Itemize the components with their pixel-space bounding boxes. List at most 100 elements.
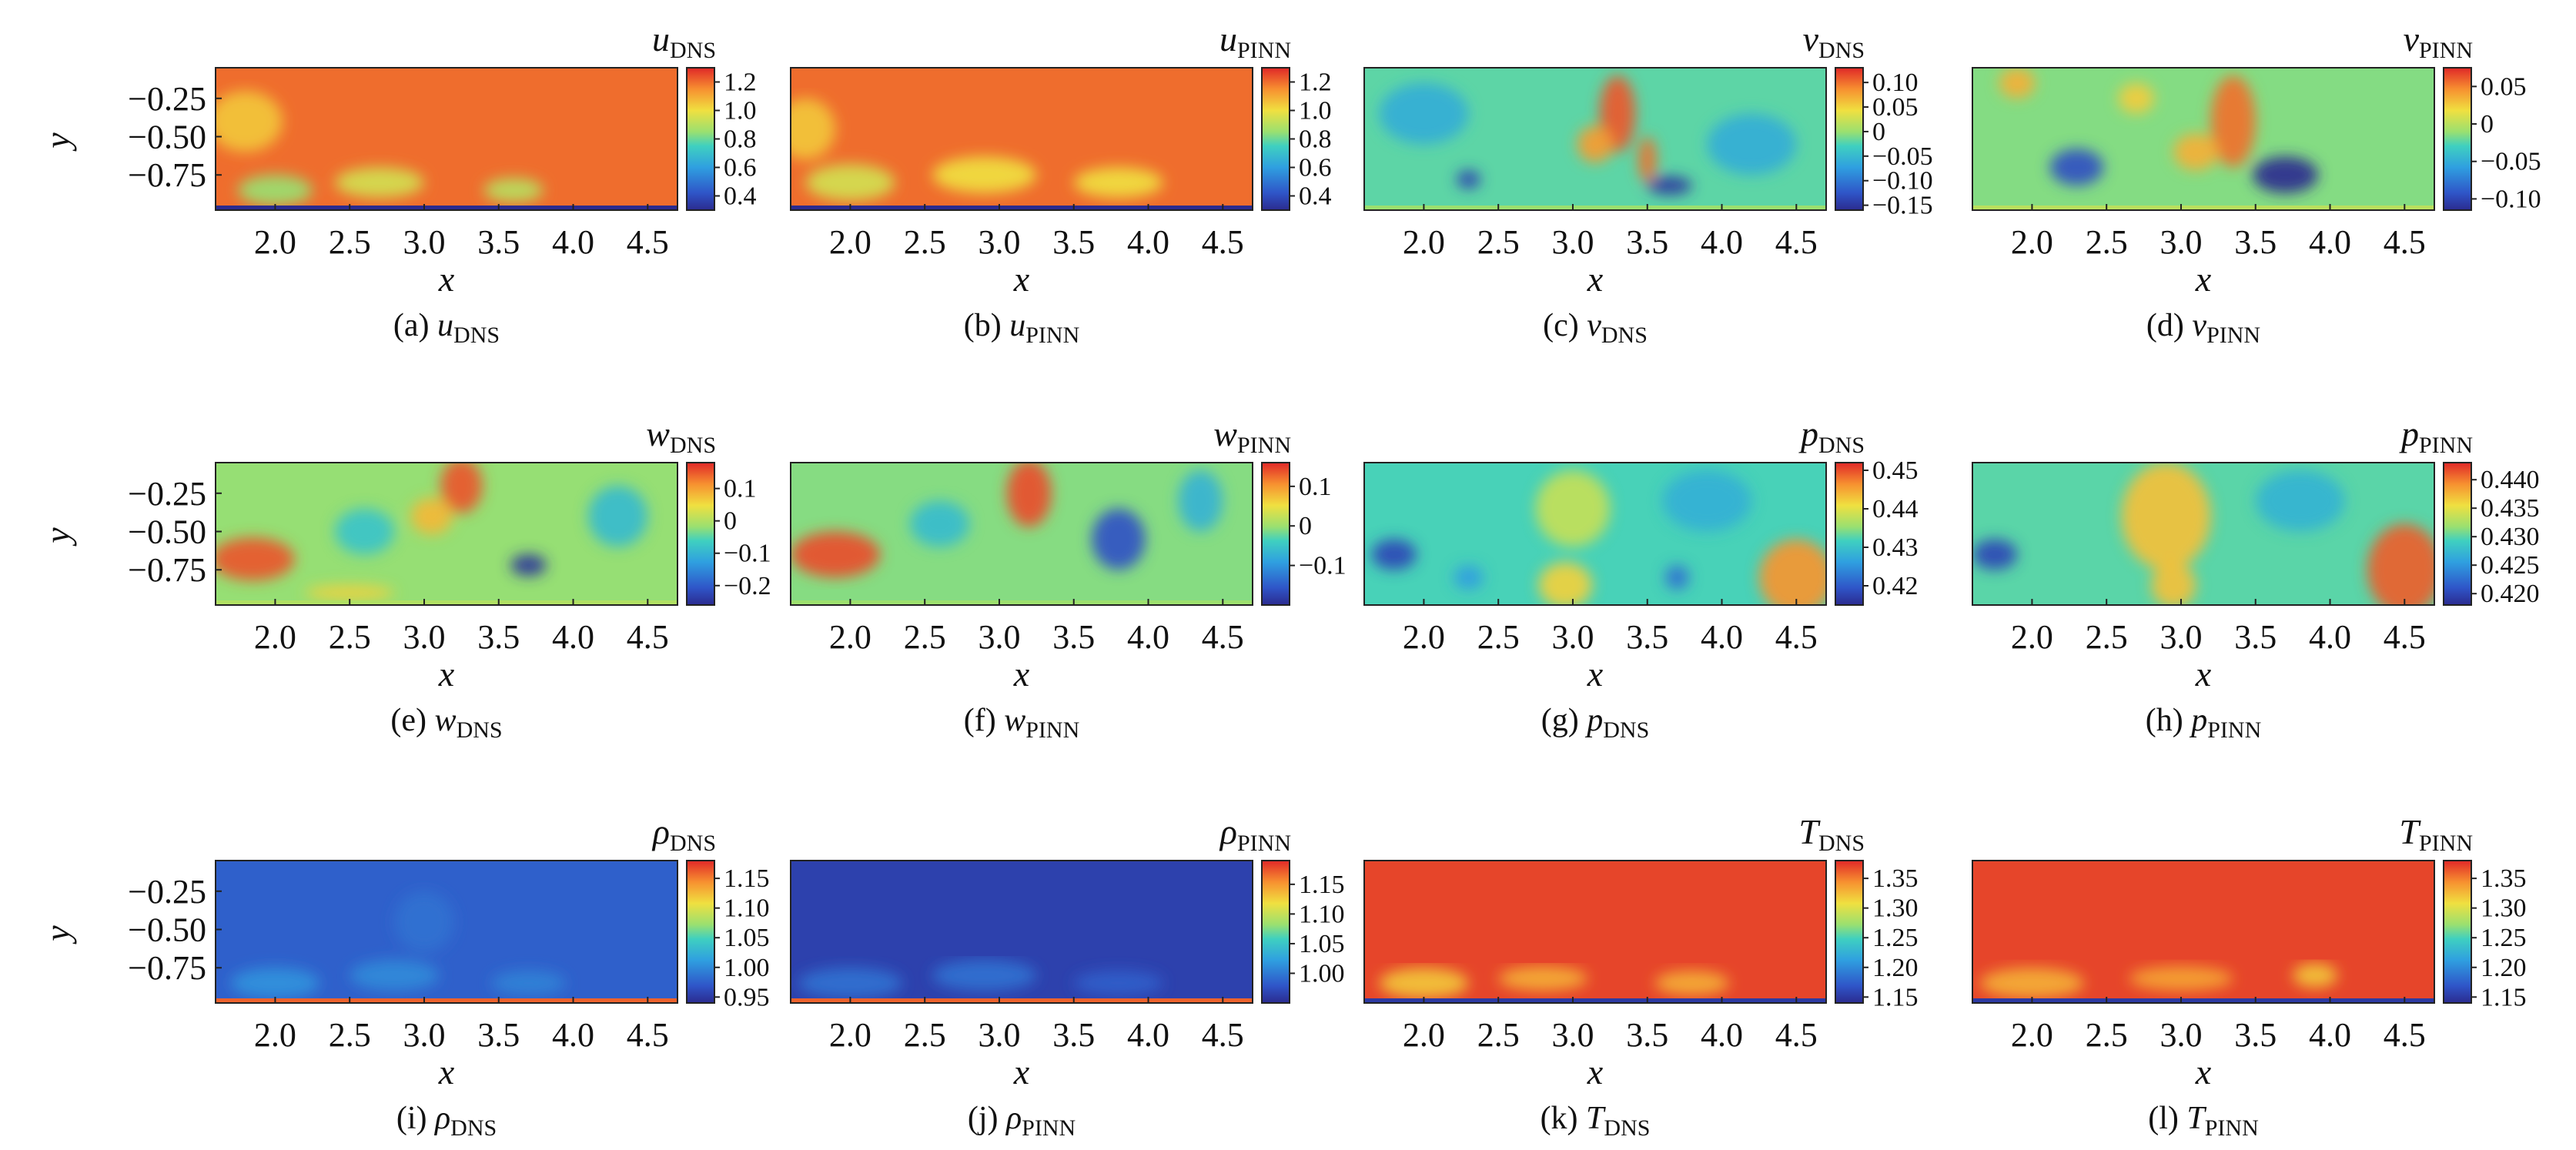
colorbar [1261,462,1290,606]
colorbar-tick-label: 1.05 [724,924,770,952]
x-axis-label: x [1587,259,1604,299]
colorbar-tick-label: 1.10 [1299,900,1345,928]
panel-title: uPINN [1219,19,1291,63]
x-tick-label: 2.5 [904,618,946,656]
heatmap-feature [932,156,1037,194]
heatmap-feature [2367,523,2434,605]
heatmap-i [216,861,677,1003]
x-tick-label: 4.0 [1701,223,1743,261]
x-axis-label: x [438,654,455,694]
x-tick-label: 2.5 [1477,1016,1520,1054]
colorbar-tick-label: 0 [1872,118,1885,146]
heatmap-feature [1073,167,1163,199]
panel-caption: (h) pPINN [2146,703,2262,743]
heatmap-j [791,861,1253,1003]
colorbar-tick-label: 0.8 [1299,125,1332,154]
x-tick-label: 2.5 [904,223,946,261]
wall-layer [216,206,677,210]
colorbar-tick-label: 0.4 [724,182,757,211]
heatmap-feature [491,971,566,996]
x-tick-label: 4.5 [2384,618,2426,656]
colorbar-tick-label: −0.10 [2481,185,2541,213]
heatmap-feature [1498,966,1588,991]
x-tick-label: 2.0 [1403,1016,1445,1054]
plot-frame [1972,67,2435,211]
wall-layer [791,600,1253,605]
x-tick-label: 2.0 [2011,1016,2053,1054]
x-tick-label: 4.5 [1202,618,1244,656]
colorbar-tick-label: 0.05 [2481,72,2527,101]
heatmap-feature [410,497,453,535]
wall-layer [791,998,1253,1003]
subplot-k: 2.0 2.5 3.0 3.5 4.0 4.5 x 1.351.301.251.201.15 T… [1363,812,1919,1141]
x-tick-label: 4.0 [1127,1016,1169,1054]
subplot-d: 2.0 2.5 3.0 3.5 4.0 4.5 x 0.05 0 −0.05 −0.10 vPINN (… [1972,19,2541,348]
heatmap-d [1972,68,2434,210]
heatmap-feature [2255,470,2345,532]
x-tick-label: 3.5 [1052,618,1095,656]
x-tick-label: 3.0 [403,1016,445,1054]
colorbar [1835,67,1864,211]
heatmap-feature [587,485,648,547]
plot-frame [215,67,678,211]
heatmap-feature [350,960,440,991]
heatmap-feature [1073,971,1163,996]
x-tick-label: 4.5 [1775,223,1818,261]
x-tick-label: 3.0 [2159,223,2202,261]
heatmap-feature [1379,968,1469,999]
subplot-g: 2.0 2.5 3.0 3.5 4.0 4.5 x 0.45 0.44 0.43 0.42 pDNS (… [1363,414,1919,743]
x-tick-label: 4.0 [2309,618,2351,656]
x-tick-label: 3.0 [978,618,1020,656]
subplot-j: 2.0 2.5 3.0 3.5 4.0 4.5 x 1.151.101.051.00 ρPINN… [790,812,1345,1141]
x-tick-label: 4.5 [1202,223,1244,261]
x-axis-label: x [438,259,455,299]
y-axis-label: y [38,925,77,944]
colorbar-tick-label: 0.45 [1872,456,1919,485]
heatmap-feature [1647,176,1692,196]
heatmap-feature [1638,136,1657,183]
heatmap-feature [1662,470,1752,532]
y-tick-label: −0.25 [128,873,206,911]
colorbar-tick-label: 1.05 [1299,930,1345,958]
x-axis-label: x [1013,1052,1030,1091]
subplot-f: 2.0 2.5 3.0 3.5 4.0 4.5 x 0.1 0 −0.1 wPINN (f) wPIN… [790,414,1347,743]
colorbar-tick-label: 0 [724,507,737,536]
panel-title: ρDNS [651,812,716,856]
heatmap-feature [1006,463,1052,527]
colorbar-tick-label: 0.1 [1299,473,1332,501]
panel-title: uDNS [652,19,716,63]
plot-frame [215,462,678,606]
plot-frame [790,462,1253,606]
heatmap-feature [334,167,424,199]
x-tick-label: 3.0 [978,223,1020,261]
y-tick-label: −0.75 [128,156,206,194]
heatmap-feature [1707,113,1797,176]
x-tick-label: 2.0 [829,223,871,261]
colorbar-tick-label: −0.1 [724,540,771,568]
wall-layer [216,600,677,605]
y-tick-label: −0.25 [128,80,206,118]
heatmap-feature [1091,508,1146,570]
x-tick-label: 3.5 [477,223,520,261]
colorbar-tick-label: −0.10 [1872,167,1933,196]
colorbar-tick-label: 0.44 [1872,495,1919,523]
x-tick-label: 3.0 [2159,618,2202,656]
x-tick-label: 2.5 [2086,1016,2128,1054]
panel-title: wDNS [646,414,716,458]
panel-title: TDNS [1798,812,1865,856]
colorbar-tick-label: 0.4 [1299,182,1332,211]
x-axis-label: x [2195,654,2212,694]
colorbar-tick-label: 1.35 [1872,864,1919,893]
heatmap-b [791,68,1253,210]
y-axis-label: y [38,132,77,152]
x-tick-label: 2.0 [829,618,871,656]
x-tick-label: 2.0 [254,1016,296,1054]
panel-title: pDNS [1798,414,1865,458]
heatmap-feature [2118,82,2155,114]
colorbar-tick-label: 0.95 [724,983,770,1011]
heatmap-feature [305,585,395,601]
subplot-h: 2.0 2.5 3.0 3.5 4.0 4.5 x 0.4400.4350.4300.4250… [1972,414,2540,743]
heatmap-e [216,463,677,605]
y-tick-label: −0.50 [128,911,206,949]
x-tick-label: 2.5 [1477,223,1520,261]
